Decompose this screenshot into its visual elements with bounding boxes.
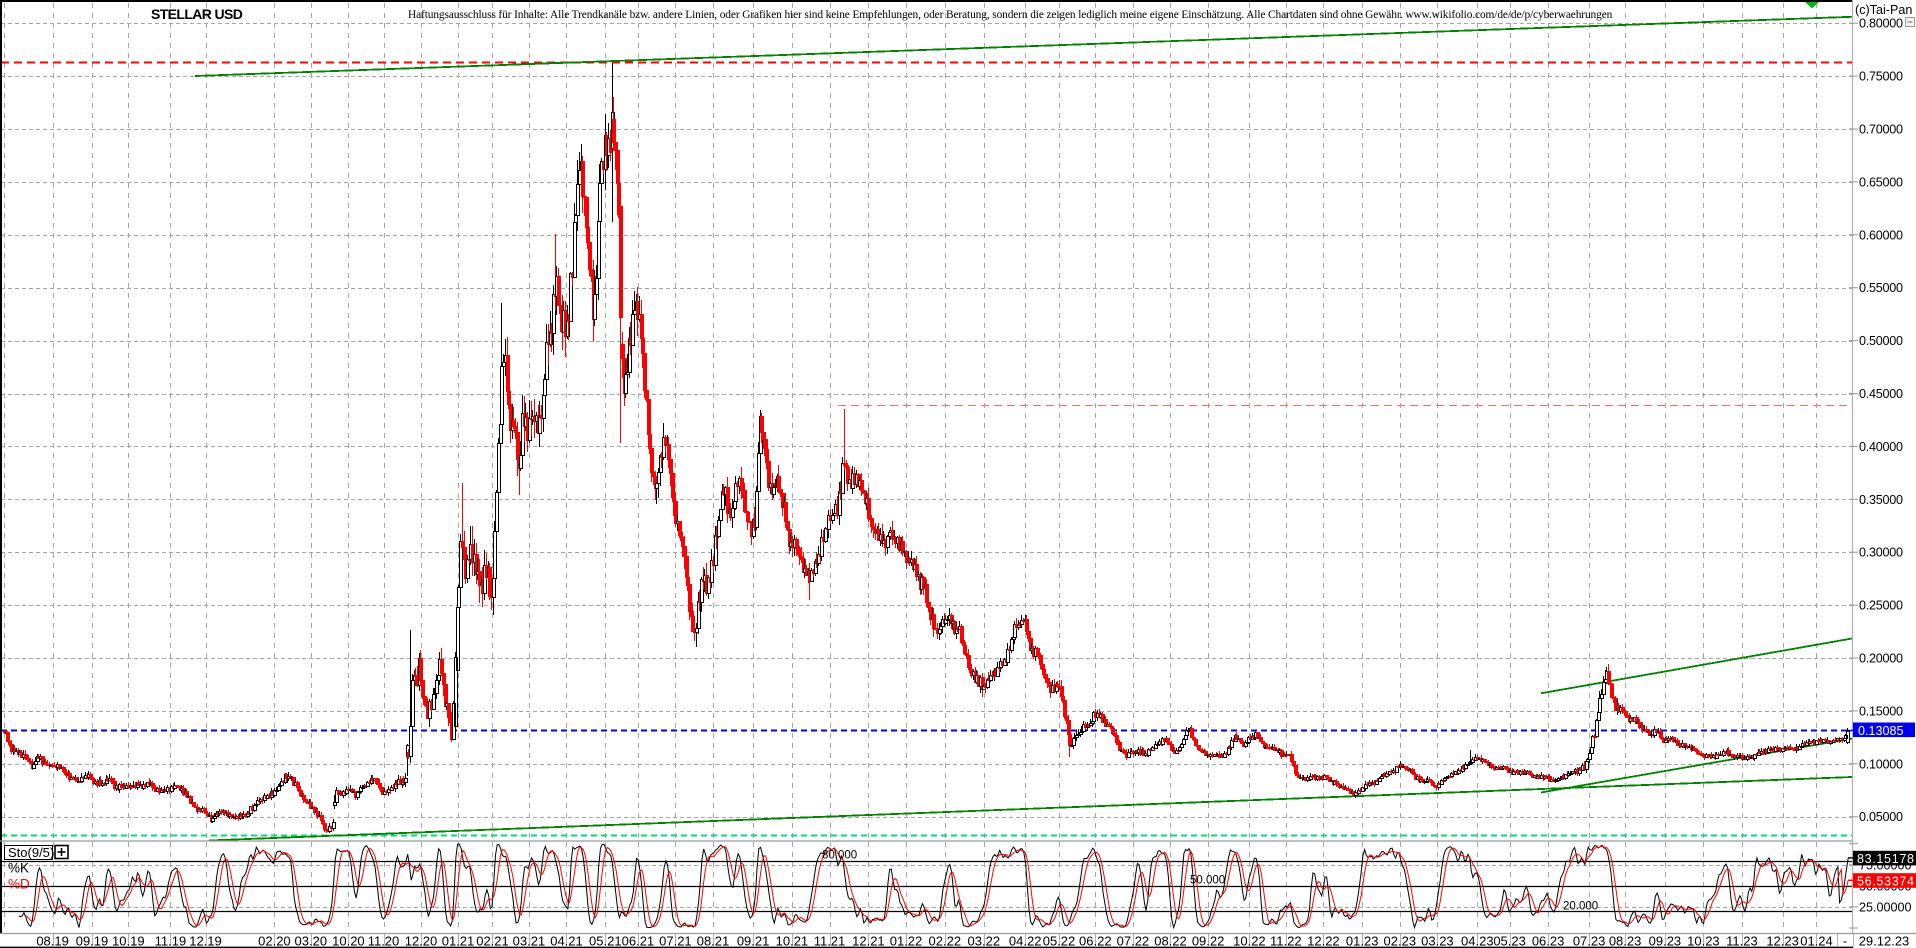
svg-text:01.21: 01.21 — [442, 934, 475, 948]
svg-text:11.20: 11.20 — [368, 934, 400, 948]
svg-text:0.20000: 0.20000 — [1859, 652, 1903, 666]
svg-text:0.10000: 0.10000 — [1859, 757, 1903, 771]
svg-text:10.20: 10.20 — [332, 934, 365, 948]
svg-text:05.22: 05.22 — [1043, 934, 1076, 948]
svg-text:0.05000: 0.05000 — [1859, 810, 1903, 824]
svg-text:02.23: 02.23 — [1384, 934, 1417, 948]
svg-text:83.15178: 83.15178 — [1857, 852, 1914, 866]
svg-text:03.21: 03.21 — [513, 934, 546, 948]
svg-text:04.23: 04.23 — [1461, 934, 1494, 948]
svg-text:STELLAR USD: STELLAR USD — [151, 6, 243, 22]
svg-text:12.23: 12.23 — [1766, 934, 1799, 948]
svg-text:0.65000: 0.65000 — [1859, 175, 1903, 189]
svg-text:02.20: 02.20 — [258, 934, 291, 948]
svg-text:0.50000: 0.50000 — [1859, 334, 1903, 348]
svg-text:80.000: 80.000 — [822, 850, 857, 862]
svg-text:08.23: 08.23 — [1609, 934, 1642, 948]
svg-text:0.40000: 0.40000 — [1859, 440, 1903, 454]
svg-text:08.19: 08.19 — [36, 934, 69, 948]
svg-text:10.23: 10.23 — [1687, 934, 1720, 948]
svg-text:12.19: 12.19 — [189, 934, 222, 948]
svg-text:09.22: 09.22 — [1192, 934, 1225, 948]
svg-text:01.22: 01.22 — [890, 934, 923, 948]
svg-text:12.22: 12.22 — [1307, 934, 1340, 948]
svg-text:10.19: 10.19 — [112, 934, 145, 948]
svg-text:11.22: 11.22 — [1270, 934, 1302, 948]
svg-text:20.000: 20.000 — [1563, 901, 1598, 913]
svg-text:0.55000: 0.55000 — [1859, 281, 1903, 295]
svg-text:(c)Tai-Pan: (c)Tai-Pan — [1855, 3, 1912, 17]
svg-text:05.21: 05.21 — [589, 934, 622, 948]
svg-text:10.22: 10.22 — [1233, 934, 1266, 948]
svg-text:07.23: 07.23 — [1573, 934, 1606, 948]
svg-text:10.21: 10.21 — [776, 934, 809, 948]
svg-text:0.45000: 0.45000 — [1859, 387, 1903, 401]
svg-text:0.25000: 0.25000 — [1859, 599, 1903, 613]
svg-text:29.12.23: 29.12.23 — [1859, 934, 1910, 948]
svg-text:05.23: 05.23 — [1493, 934, 1526, 948]
svg-text:0.13085: 0.13085 — [1858, 724, 1904, 738]
svg-text:50.000: 50.000 — [1190, 875, 1225, 887]
svg-text:25.00000: 25.00000 — [1859, 900, 1912, 914]
svg-text:07.21: 07.21 — [659, 934, 692, 948]
svg-text:12.21: 12.21 — [852, 934, 885, 948]
svg-text:01.23: 01.23 — [1346, 934, 1379, 948]
svg-text:01.24: 01.24 — [1800, 934, 1833, 948]
svg-text:03.23: 03.23 — [1421, 934, 1454, 948]
svg-text:08.22: 08.22 — [1154, 934, 1187, 948]
svg-text:0.75000: 0.75000 — [1859, 70, 1903, 84]
svg-text:Haftungsausschluss für Inhalte: Haftungsausschluss für Inhalte: Alle Tre… — [408, 9, 1613, 21]
svg-text:08.21: 08.21 — [697, 934, 730, 948]
svg-text:0.35000: 0.35000 — [1859, 493, 1903, 507]
svg-text:0.70000: 0.70000 — [1859, 123, 1903, 137]
svg-text:0.15000: 0.15000 — [1859, 704, 1903, 718]
svg-text:03.22: 03.22 — [968, 934, 1001, 948]
svg-text:09.19: 09.19 — [76, 934, 109, 948]
svg-text:04.22: 04.22 — [1009, 934, 1042, 948]
svg-text:0.30000: 0.30000 — [1859, 546, 1903, 560]
svg-text:56.53374: 56.53374 — [1857, 874, 1914, 888]
svg-text:07.22: 07.22 — [1117, 934, 1150, 948]
svg-text:0.80000: 0.80000 — [1859, 17, 1903, 31]
svg-text:06.22: 06.22 — [1079, 934, 1112, 948]
svg-text:04.21: 04.21 — [550, 934, 583, 948]
svg-text:09.21: 09.21 — [737, 934, 770, 948]
svg-text:%D: %D — [8, 877, 30, 892]
svg-text:12.20: 12.20 — [405, 934, 438, 948]
svg-text:%K: %K — [8, 861, 29, 876]
svg-text:09.23: 09.23 — [1649, 934, 1682, 948]
svg-text:11.21: 11.21 — [814, 934, 846, 948]
svg-text:0.60000: 0.60000 — [1859, 228, 1903, 242]
svg-text:03.20: 03.20 — [295, 934, 328, 948]
svg-text:11.23: 11.23 — [1726, 934, 1758, 948]
svg-text:-: - — [1843, 934, 1847, 948]
svg-text:11.19: 11.19 — [155, 934, 187, 948]
svg-text:06.21: 06.21 — [622, 934, 655, 948]
svg-text:02.22: 02.22 — [929, 934, 962, 948]
svg-text:Sto(9/5): Sto(9/5) — [8, 845, 54, 860]
svg-text:02.21: 02.21 — [476, 934, 509, 948]
svg-text:06.23: 06.23 — [1532, 934, 1565, 948]
